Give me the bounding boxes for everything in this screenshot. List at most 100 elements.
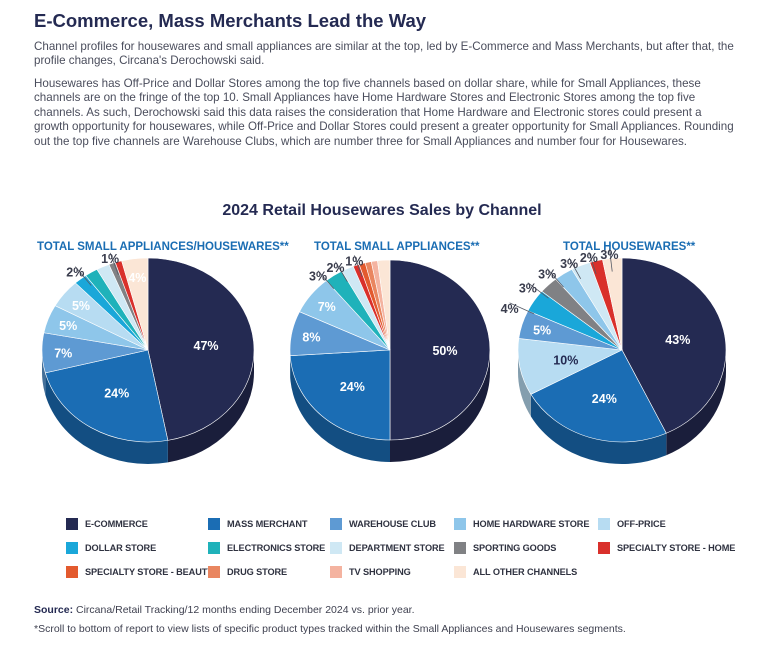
pie-title-total: TOTAL SMALL APPLIANCES/HOUSEWARES** bbox=[37, 241, 289, 253]
slice-label: 8% bbox=[302, 331, 320, 345]
slice-label: 24% bbox=[104, 387, 129, 401]
legend-label: ELECTRONICS STORE bbox=[227, 543, 326, 553]
legend-label: WAREHOUSE CLUB bbox=[349, 519, 436, 529]
legend-item: MASS MERCHANT bbox=[208, 518, 307, 530]
legend-item: SPORTING GOODS bbox=[454, 542, 556, 554]
legend-item: OFF-PRICE bbox=[598, 518, 666, 530]
legend-label: HOME HARDWARE STORE bbox=[473, 519, 590, 529]
slice-label: 4% bbox=[128, 271, 146, 285]
headline: E-Commerce, Mass Merchants Lead the Way bbox=[34, 10, 427, 31]
pie-slice-mass-merchant bbox=[530, 349, 667, 443]
chart-title: 2024 Retail Housewares Sales by Channel bbox=[222, 202, 542, 219]
pie-slice-e-commerce bbox=[147, 257, 255, 441]
slice-label: 2% bbox=[66, 266, 84, 280]
pie-slice-all-other-channels bbox=[377, 259, 391, 351]
pie-slice-all-other-channels bbox=[121, 257, 149, 351]
pie-title-housewares: TOTAL HOUSEWARES** bbox=[563, 241, 696, 253]
source-text: Circana/Retail Tracking/12 months ending… bbox=[76, 604, 415, 616]
legend-swatch bbox=[330, 566, 342, 578]
slice-label: 7% bbox=[318, 300, 336, 314]
legend-item: WAREHOUSE CLUB bbox=[330, 518, 436, 530]
legend-label: TV SHOPPING bbox=[349, 567, 411, 577]
footnote: *Scroll to bottom of report to view list… bbox=[34, 623, 626, 635]
legend-label: E-COMMERCE bbox=[85, 519, 148, 529]
leader-line bbox=[568, 257, 582, 279]
pie-slice-e-commerce bbox=[389, 259, 491, 441]
pie-side-off-price bbox=[518, 350, 531, 417]
legend-swatch bbox=[454, 566, 466, 578]
legend-swatch bbox=[330, 518, 342, 530]
slice-label: 3% bbox=[309, 270, 327, 284]
legend-label: OFF-PRICE bbox=[617, 519, 666, 529]
pie-3: 43%24%10%5%4%3%3%3% 2% 3% bbox=[501, 248, 727, 464]
leader-line bbox=[588, 251, 597, 275]
legend-swatch bbox=[66, 542, 78, 554]
legend-swatch bbox=[208, 542, 220, 554]
leader-line bbox=[317, 270, 335, 290]
legend-swatch bbox=[66, 518, 78, 530]
slice-label: 24% bbox=[592, 392, 617, 406]
pie-title-small-appliances: TOTAL SMALL APPLIANCES** bbox=[314, 241, 480, 253]
legend-swatch bbox=[330, 542, 342, 554]
leader-line bbox=[609, 248, 613, 272]
pie-side-e-commerce bbox=[390, 350, 490, 462]
pie-slice-all-other-channels bbox=[602, 257, 623, 351]
leader-line bbox=[546, 268, 564, 288]
slice-label: 50% bbox=[432, 344, 457, 358]
slice-label: 10% bbox=[553, 353, 578, 367]
legend-item: HOME HARDWARE STORE bbox=[454, 518, 589, 530]
pie-side-e-commerce bbox=[666, 350, 727, 456]
pie-side-mass-merchant bbox=[530, 394, 667, 464]
legend-swatch bbox=[208, 518, 220, 530]
slice-label: 5% bbox=[533, 323, 551, 337]
body-paragraph: Housewares has Off-Price and Dollar Stor… bbox=[34, 77, 734, 148]
legend-item: ALL OTHER CHANNELS bbox=[454, 566, 577, 578]
slice-label: 7% bbox=[54, 346, 72, 360]
pie-2: 50% 24% 8% 7% 3%2% 1% bbox=[289, 254, 491, 463]
pie-slice-e-commerce bbox=[621, 257, 727, 434]
slice-label: 2% bbox=[580, 251, 598, 265]
intro-paragraph: Channel profiles for housewares and smal… bbox=[34, 40, 734, 68]
pie-side-e-commerce bbox=[167, 350, 254, 463]
legend-swatch bbox=[454, 542, 466, 554]
pie-slice-mass-merchant bbox=[289, 349, 391, 441]
leader-line bbox=[74, 266, 92, 286]
legend-item: DRUG STORE bbox=[208, 566, 287, 578]
slice-label: 5% bbox=[59, 319, 77, 333]
leader-line bbox=[353, 255, 363, 277]
legend-item: TV SHOPPING bbox=[330, 566, 411, 578]
legend-item: SPECIALTY STORE - BEAUTY bbox=[66, 566, 213, 578]
slice-label: 5% bbox=[72, 299, 90, 313]
leader-line bbox=[109, 252, 119, 275]
legend-item: DEPARTMENT STORE bbox=[330, 542, 445, 554]
legend-swatch bbox=[454, 518, 466, 530]
legend-item: DOLLAR STORE bbox=[66, 542, 156, 554]
legend-label: SPORTING GOODS bbox=[473, 543, 557, 553]
legend-item: E-COMMERCE bbox=[66, 518, 148, 530]
slice-label: 1% bbox=[345, 254, 363, 268]
pie-side-mass-merchant bbox=[290, 355, 390, 463]
source-label: Source: bbox=[34, 604, 74, 616]
leader-line bbox=[509, 302, 535, 315]
legend-label: SPECIALTY STORE - HOME bbox=[617, 543, 736, 553]
slice-label: 4% bbox=[501, 302, 519, 316]
legend-label: DOLLAR STORE bbox=[85, 543, 157, 553]
source-line: Source: Circana/Retail Tracking/12 month… bbox=[34, 604, 415, 616]
slice-label: 24% bbox=[340, 380, 365, 394]
slice-label: 3% bbox=[600, 248, 618, 262]
legend-item: ELECTRONICS STORE bbox=[208, 542, 325, 554]
legend-label: DEPARTMENT STORE bbox=[349, 543, 445, 553]
pie-1: 47% 24% 7% 5% 5% 2% 1% 4% bbox=[41, 252, 255, 464]
legend-label: ALL OTHER CHANNELS bbox=[473, 567, 578, 577]
slice-label: 47% bbox=[194, 339, 219, 353]
slice-label: 1% bbox=[101, 252, 119, 266]
leader-line bbox=[527, 282, 549, 299]
legend-item: SPECIALTY STORE - HOME bbox=[598, 542, 735, 554]
pie-side-mass-merchant bbox=[45, 372, 168, 464]
legend-label: DRUG STORE bbox=[227, 567, 288, 577]
legend-swatch bbox=[208, 566, 220, 578]
legend-label: MASS MERCHANT bbox=[227, 519, 308, 529]
slice-label: 2% bbox=[326, 261, 344, 275]
slice-label: 43% bbox=[665, 333, 690, 347]
